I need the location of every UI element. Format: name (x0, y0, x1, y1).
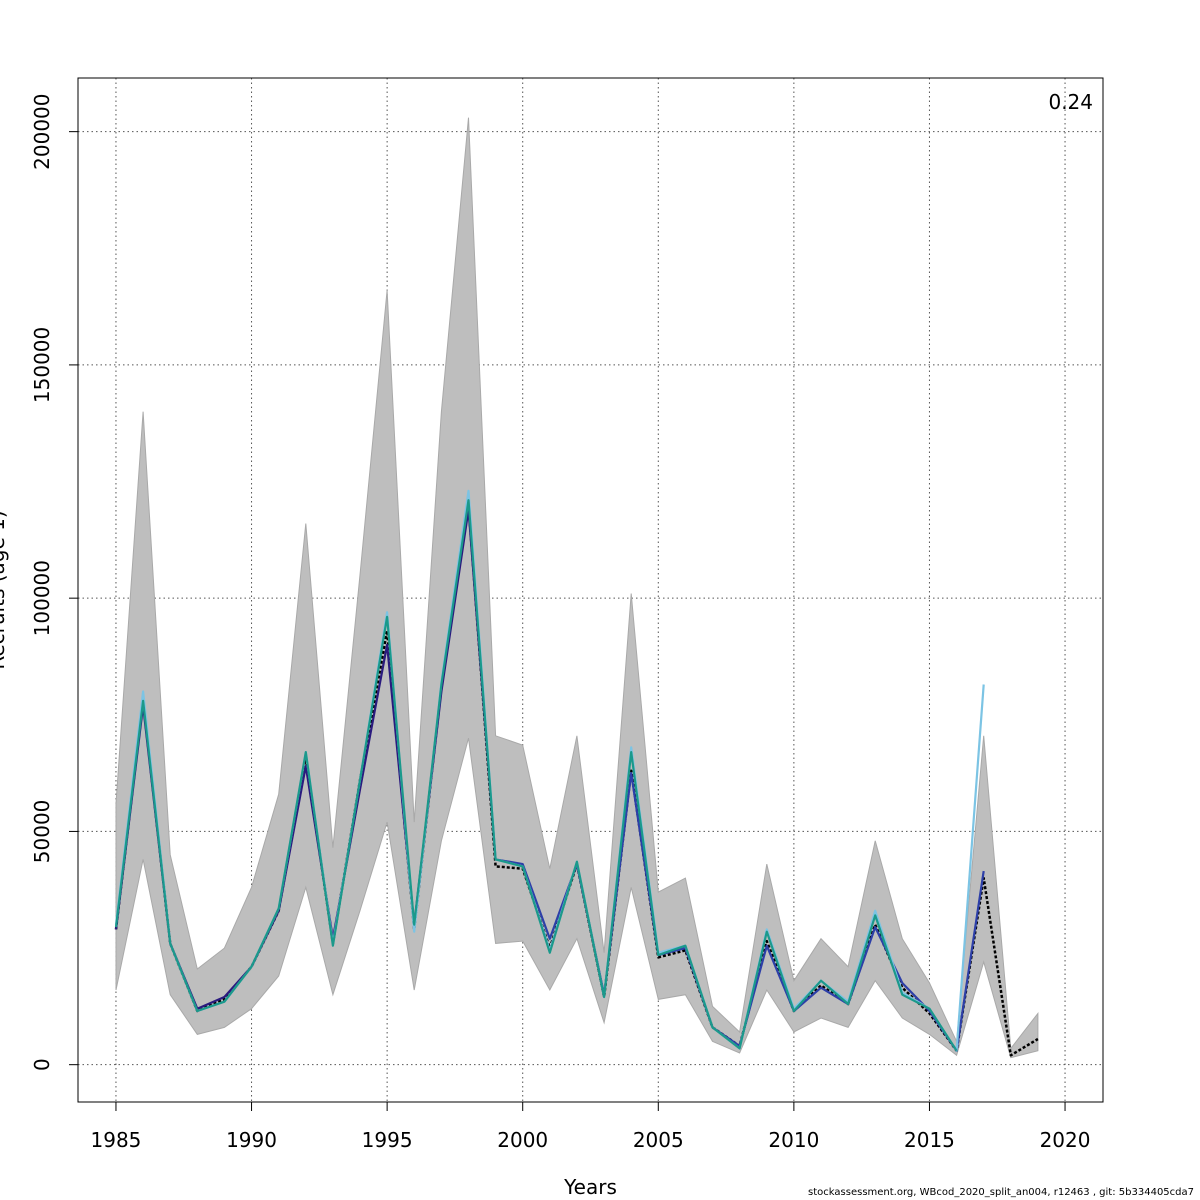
series-line (114, 499, 958, 1052)
corner-value-label: 0.24 (1048, 90, 1093, 114)
confidence-band (115, 117, 1039, 1059)
x-axis-title: Years (563, 1175, 617, 1199)
x-tick-label: 1990 (226, 1128, 277, 1152)
plot-frame (77, 77, 1104, 1103)
x-tick-label: 1985 (91, 1128, 142, 1152)
y-tick-label: 150000 (30, 327, 54, 403)
y-axis-title: Recruits (age 1) (0, 510, 9, 669)
x-axis: 1985 1990 1995 2000 2005 2010 2015 2020 (91, 1102, 1091, 1152)
y-tick-label: 100000 (30, 560, 54, 636)
series-lines (114, 489, 1039, 1057)
footer-credit: stockassessment.org, WBcod_2020_split_an… (808, 1187, 1194, 1198)
y-tick-label: 0 (30, 1058, 54, 1071)
y-axis: 0 50000 100000 150000 200000 (30, 93, 78, 1071)
x-tick-label: 2015 (904, 1128, 955, 1152)
x-tick-label: 2000 (497, 1128, 548, 1152)
y-tick-label: 50000 (30, 800, 54, 864)
x-tick-label: 2020 (1040, 1128, 1091, 1152)
x-tick-label: 2010 (768, 1128, 819, 1152)
x-tick-label: 1995 (362, 1128, 413, 1152)
y-tick-label: 200000 (30, 93, 54, 169)
x-tick-label: 2005 (633, 1128, 684, 1152)
